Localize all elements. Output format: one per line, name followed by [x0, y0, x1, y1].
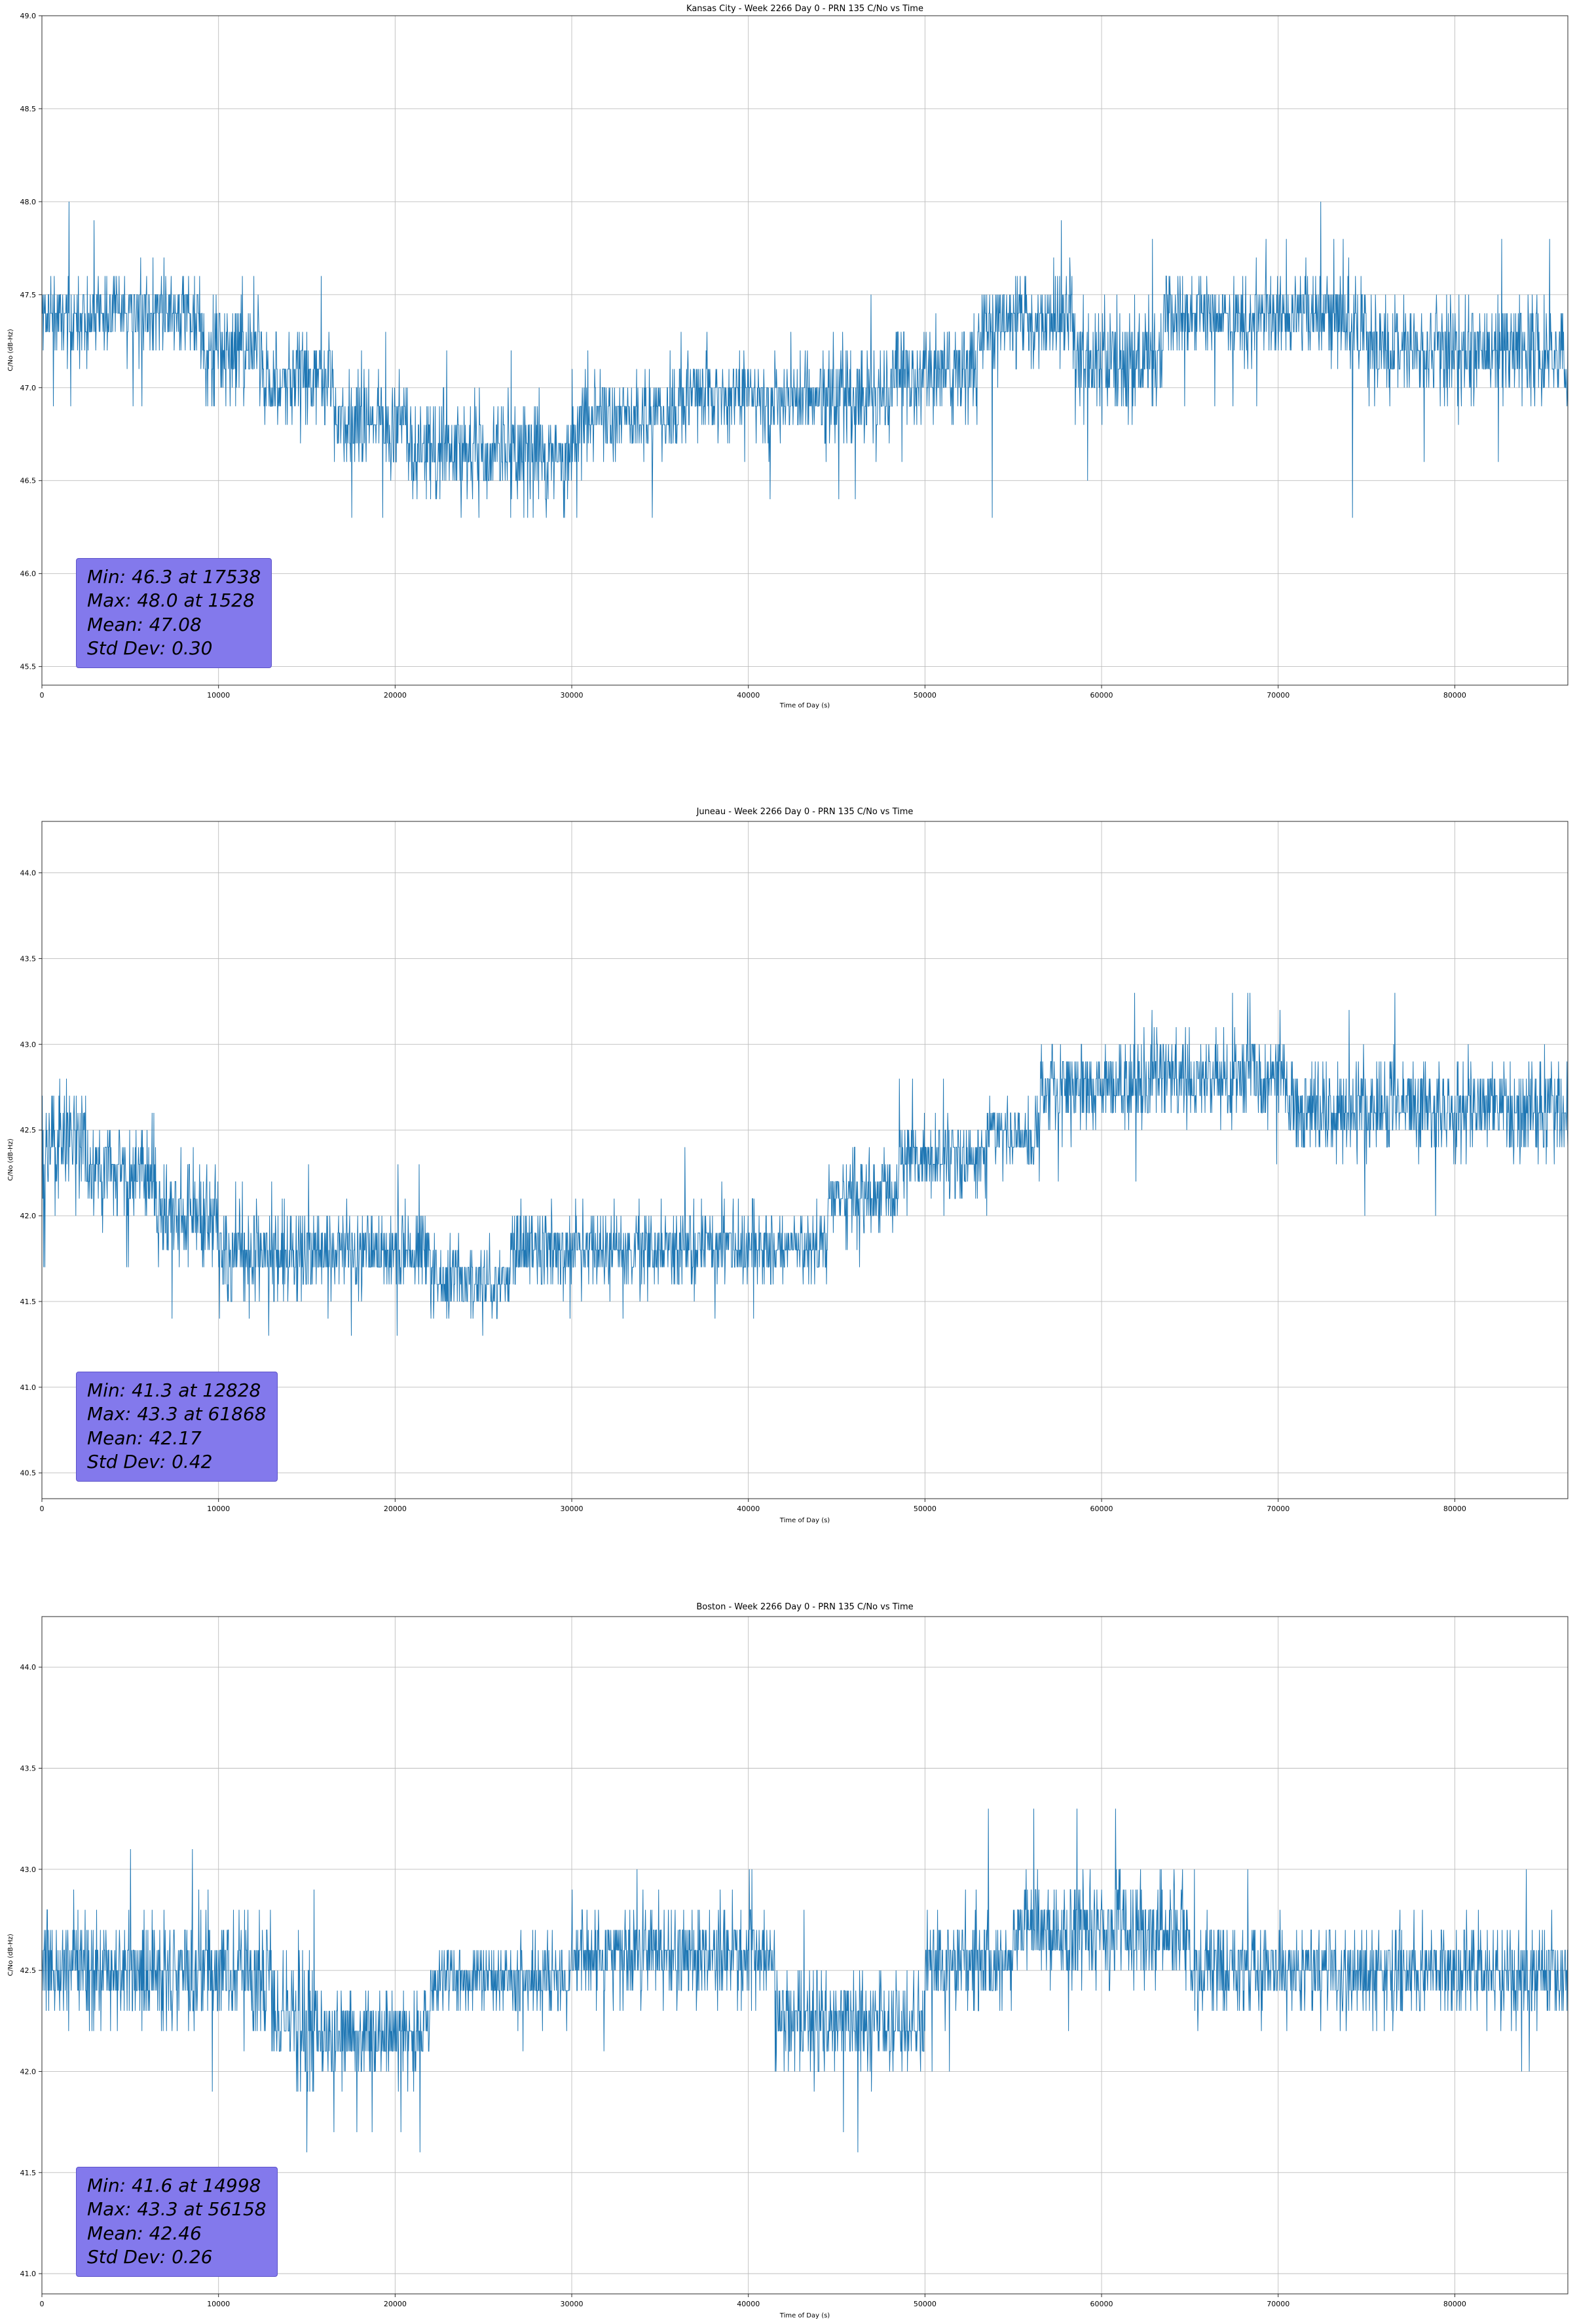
plot-canvas: 0 10000 20000 30000 40000 50000 60000 70000 8000… [20, 12, 1568, 700]
svg-text:47.0: 47.0 [20, 384, 37, 392]
svg-text:80000: 80000 [1443, 2300, 1466, 2308]
svg-text:10000: 10000 [207, 691, 230, 700]
svg-text:70000: 70000 [1267, 2300, 1289, 2308]
svg-text:43.0: 43.0 [20, 1040, 37, 1049]
chart-title: Boston - Week 2266 Day 0 - PRN 135 C/No … [696, 1602, 914, 1612]
y-axis-label: C/No (dB-Hz) [7, 1138, 14, 1181]
x-axis-label: Time of Day (s) [779, 1517, 830, 1524]
y-axis-label: C/No (dB-Hz) [7, 1934, 14, 1976]
svg-text:70000: 70000 [1267, 1505, 1289, 1513]
stats-max: Max: 43.3 at 56158 [87, 2198, 267, 2221]
stats-min: Min: 46.3 at 17538 [87, 566, 261, 588]
stats-mean: Mean: 42.46 [87, 2222, 202, 2244]
svg-text:46.0: 46.0 [20, 570, 37, 578]
svg-text:43.0: 43.0 [20, 1865, 37, 1874]
chart-boston: 0 10000 20000 30000 40000 50000 60000 70000 8000… [0, 1548, 1577, 2324]
svg-text:49.0: 49.0 [20, 12, 37, 20]
axes: 0 10000 20000 30000 40000 50000 60000 70000 8000… [20, 12, 1568, 700]
svg-text:40000: 40000 [737, 2300, 760, 2308]
svg-text:40000: 40000 [737, 1505, 760, 1513]
svg-text:60000: 60000 [1090, 2300, 1113, 2308]
series-line [42, 201, 1568, 518]
stats-min: Min: 41.6 at 14998 [87, 2175, 261, 2196]
stats-mean: Mean: 47.08 [87, 613, 202, 635]
stats-annotation: Min: 41.6 at 14998 Max: 43.3 at 56158 Me… [76, 2167, 278, 2277]
svg-text:70000: 70000 [1267, 691, 1289, 700]
svg-text:30000: 30000 [561, 2300, 584, 2308]
svg-text:50000: 50000 [914, 2300, 937, 2308]
svg-text:0: 0 [40, 691, 45, 700]
svg-text:41.5: 41.5 [20, 1298, 37, 1306]
stats-stddev: Std Dev: 0.30 [87, 637, 213, 660]
plot-canvas: 0 10000 20000 30000 40000 50000 60000 70000 8000… [20, 821, 1568, 1513]
svg-text:42.0: 42.0 [20, 1212, 37, 1220]
svg-text:42.0: 42.0 [20, 2067, 37, 2076]
svg-text:48.0: 48.0 [20, 198, 37, 206]
svg-text:40.5: 40.5 [20, 1469, 37, 1478]
axes: 0 10000 20000 30000 40000 50000 60000 70000 8000… [20, 821, 1568, 1513]
svg-text:0: 0 [40, 2300, 45, 2308]
svg-text:46.5: 46.5 [20, 477, 37, 485]
svg-text:42.5: 42.5 [20, 1966, 37, 1975]
series-line [41, 1809, 1568, 2152]
series-line [41, 992, 1568, 1336]
svg-text:10000: 10000 [207, 2300, 230, 2308]
svg-text:41.5: 41.5 [20, 2169, 37, 2177]
svg-text:41.0: 41.0 [20, 1383, 37, 1392]
axes: 0 10000 20000 30000 40000 50000 60000 70000 8000… [20, 1616, 1568, 2308]
svg-text:41.0: 41.0 [20, 2270, 37, 2278]
stats-stddev: Std Dev: 0.26 [87, 2246, 213, 2268]
stats-mean: Mean: 42.17 [87, 1427, 202, 1449]
chart-title: Kansas City - Week 2266 Day 0 - PRN 135 … [686, 4, 923, 14]
svg-text:80000: 80000 [1443, 691, 1466, 700]
svg-text:20000: 20000 [384, 2300, 407, 2308]
svg-text:44.0: 44.0 [20, 869, 37, 878]
svg-text:45.5: 45.5 [20, 663, 37, 671]
svg-text:50000: 50000 [914, 691, 937, 700]
chart-kansas-city: 0 10000 20000 30000 40000 50000 60000 70000 8000… [0, 0, 1577, 774]
svg-text:60000: 60000 [1090, 1505, 1113, 1513]
svg-text:44.0: 44.0 [20, 1663, 37, 1672]
stats-max: Max: 43.3 at 61868 [87, 1403, 267, 1425]
svg-text:60000: 60000 [1090, 691, 1113, 700]
svg-text:20000: 20000 [384, 691, 407, 700]
stats-annotation: Min: 41.3 at 12828 Max: 43.3 at 61868 Me… [76, 1372, 278, 1482]
stats-annotation: Min: 46.3 at 17538 Max: 48.0 at 1528 Mea… [76, 558, 272, 668]
svg-text:10000: 10000 [207, 1505, 230, 1513]
svg-text:20000: 20000 [384, 1505, 407, 1513]
stats-stddev: Std Dev: 0.42 [87, 1451, 213, 1473]
plot-canvas: 0 10000 20000 30000 40000 50000 60000 70000 8000… [20, 1616, 1568, 2308]
chart-juneau: 0 10000 20000 30000 40000 50000 60000 70000 8000… [0, 774, 1577, 1548]
svg-text:43.5: 43.5 [20, 954, 37, 963]
svg-text:43.5: 43.5 [20, 1764, 37, 1772]
stats-min: Min: 41.3 at 12828 [87, 1379, 261, 1401]
svg-text:0: 0 [40, 1505, 45, 1513]
svg-text:48.5: 48.5 [20, 105, 37, 113]
y-axis-label: C/No (dB-Hz) [7, 329, 14, 371]
svg-text:30000: 30000 [561, 1505, 584, 1513]
svg-text:47.5: 47.5 [20, 291, 37, 299]
svg-text:50000: 50000 [914, 1505, 937, 1513]
x-axis-label: Time of Day (s) [779, 702, 830, 709]
svg-text:40000: 40000 [737, 691, 760, 700]
svg-text:42.5: 42.5 [20, 1126, 37, 1134]
svg-text:30000: 30000 [561, 691, 584, 700]
x-axis-label: Time of Day (s) [779, 2312, 830, 2319]
stats-max: Max: 48.0 at 1528 [87, 590, 255, 612]
chart-title: Juneau - Week 2266 Day 0 - PRN 135 C/No … [696, 807, 914, 817]
svg-text:80000: 80000 [1443, 1505, 1466, 1513]
